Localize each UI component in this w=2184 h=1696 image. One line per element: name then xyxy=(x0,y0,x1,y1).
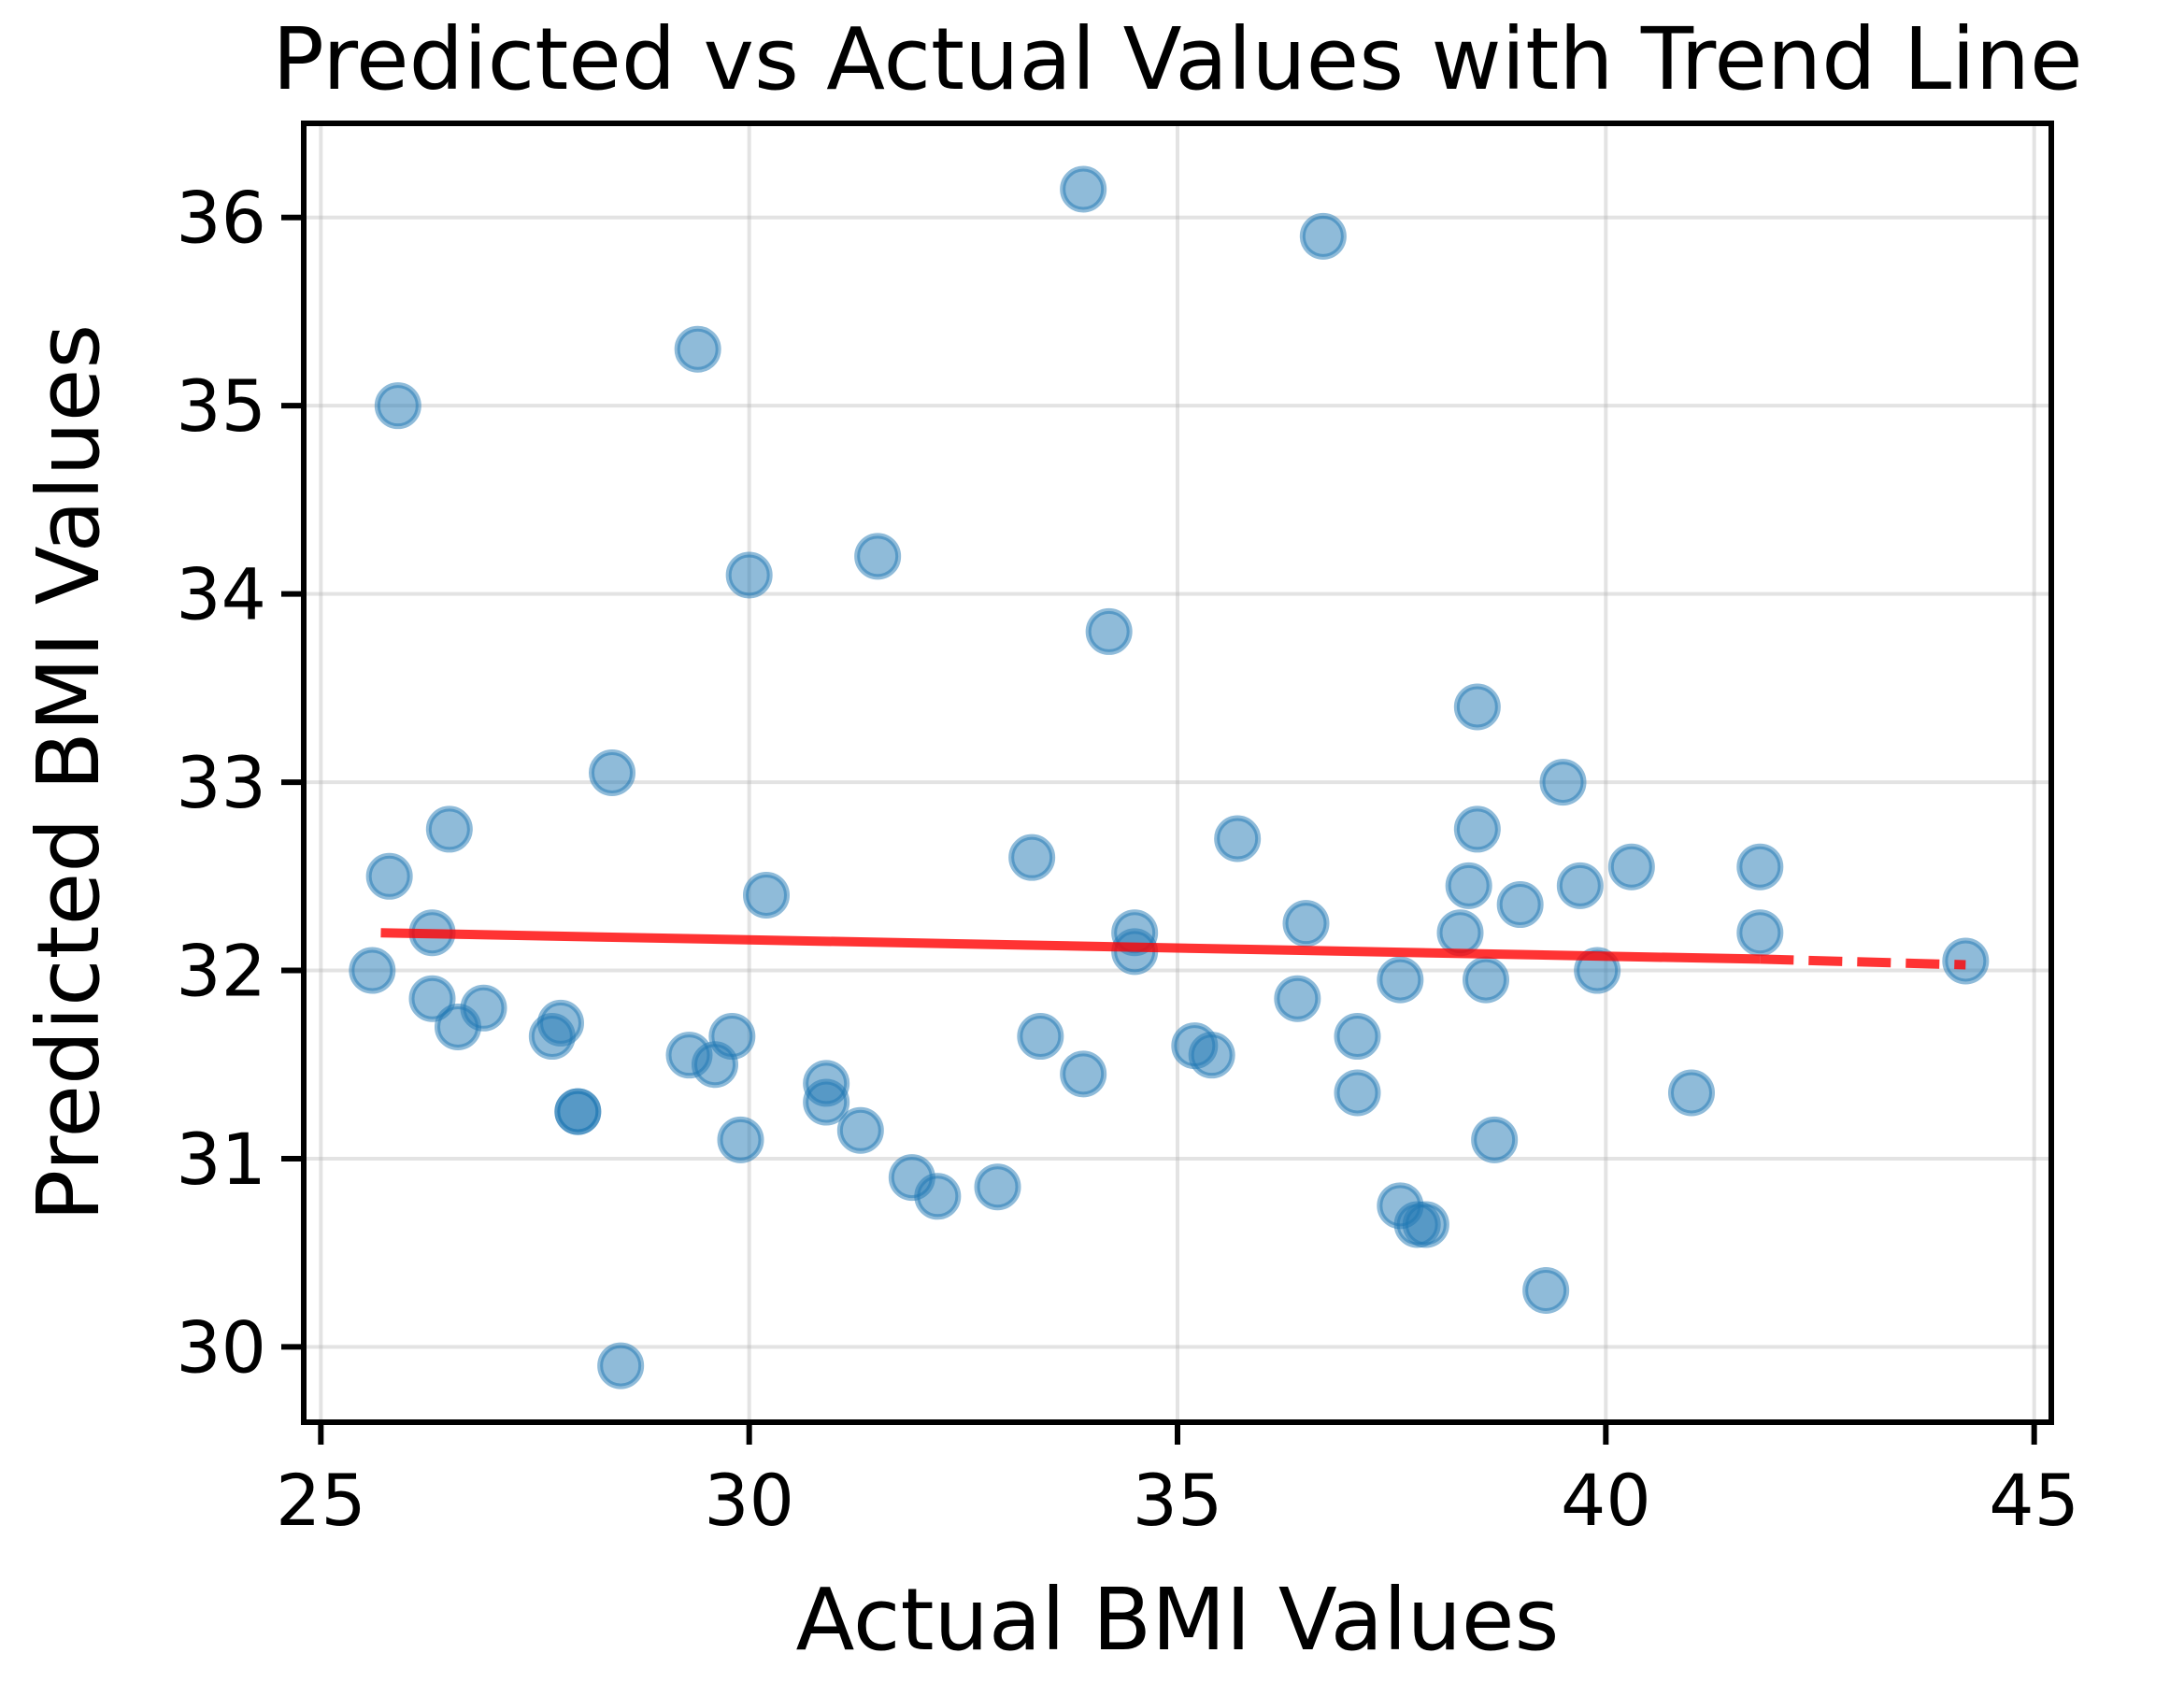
x-tick-label: 25 xyxy=(276,1459,366,1542)
scatter-point xyxy=(1277,978,1318,1019)
scatter-point xyxy=(1611,847,1652,888)
scatter-point xyxy=(1020,1016,1061,1057)
scatter-point xyxy=(917,1176,958,1217)
chart-title: Predicted vs Actual Values with Trend Li… xyxy=(272,9,2082,109)
scatter-point xyxy=(840,1110,881,1151)
y-tick-label: 34 xyxy=(176,553,266,636)
scatter-point xyxy=(1525,1270,1566,1311)
scatter-point xyxy=(592,752,633,793)
scatter-point xyxy=(978,1166,1019,1207)
scatter-point xyxy=(1406,1204,1447,1245)
scatter-point xyxy=(1337,1016,1378,1057)
y-tick-label: 31 xyxy=(176,1118,266,1201)
scatter-point xyxy=(721,1119,762,1161)
y-tick-label: 32 xyxy=(176,930,266,1013)
x-tick-label: 35 xyxy=(1133,1459,1223,1542)
scatter-point xyxy=(1739,847,1780,888)
scatter-point xyxy=(806,1082,847,1123)
scatter-point xyxy=(540,1003,581,1044)
scatter-point xyxy=(429,808,470,849)
y-axis-label: Predicted BMI Values xyxy=(19,324,119,1222)
scatter-point xyxy=(378,385,419,426)
scatter-point xyxy=(1474,1119,1515,1161)
scatter-point xyxy=(1739,912,1780,953)
scatter-point xyxy=(1303,216,1344,257)
scatter-point xyxy=(711,1016,752,1057)
scatter-point xyxy=(1457,686,1498,727)
y-tick-label: 36 xyxy=(176,177,266,260)
scatter-point xyxy=(1089,611,1130,652)
y-tick-label: 33 xyxy=(176,741,266,824)
scatter-point xyxy=(600,1346,641,1387)
scatter-point xyxy=(1671,1072,1712,1113)
scatter-point xyxy=(464,988,505,1029)
scatter-point xyxy=(1543,762,1584,803)
scatter-point xyxy=(1440,912,1481,953)
scatter-point xyxy=(369,856,410,897)
x-tick-label: 45 xyxy=(1989,1459,2079,1542)
scatter-point xyxy=(1449,865,1490,906)
x-axis-label: Actual BMI Values xyxy=(796,1570,1560,1670)
scatter-point xyxy=(1379,960,1420,1001)
scatter-point xyxy=(1286,903,1327,944)
scatter-point xyxy=(857,535,898,577)
scatter-point xyxy=(351,950,393,991)
trend-line-dashed xyxy=(1760,959,1965,964)
scatter-point xyxy=(1457,808,1498,849)
scatter-point xyxy=(729,554,770,595)
scatter-point xyxy=(1192,1034,1233,1076)
y-tick-label: 30 xyxy=(176,1305,266,1389)
x-tick-label: 40 xyxy=(1561,1459,1651,1542)
x-tick-label: 30 xyxy=(704,1459,794,1542)
scatter-point xyxy=(1217,819,1258,860)
scatter-point xyxy=(1063,1053,1104,1094)
scatter-point xyxy=(1011,837,1052,878)
scatter-point xyxy=(1337,1072,1378,1113)
scatter-point xyxy=(1560,865,1601,906)
scatter-point xyxy=(1063,169,1104,210)
scatter-point xyxy=(1500,884,1541,925)
scatter-point xyxy=(557,1091,598,1133)
scatter-point xyxy=(746,875,787,916)
scatter-point xyxy=(678,329,719,370)
scatter-point xyxy=(1465,960,1506,1001)
y-tick-label: 35 xyxy=(176,364,266,448)
